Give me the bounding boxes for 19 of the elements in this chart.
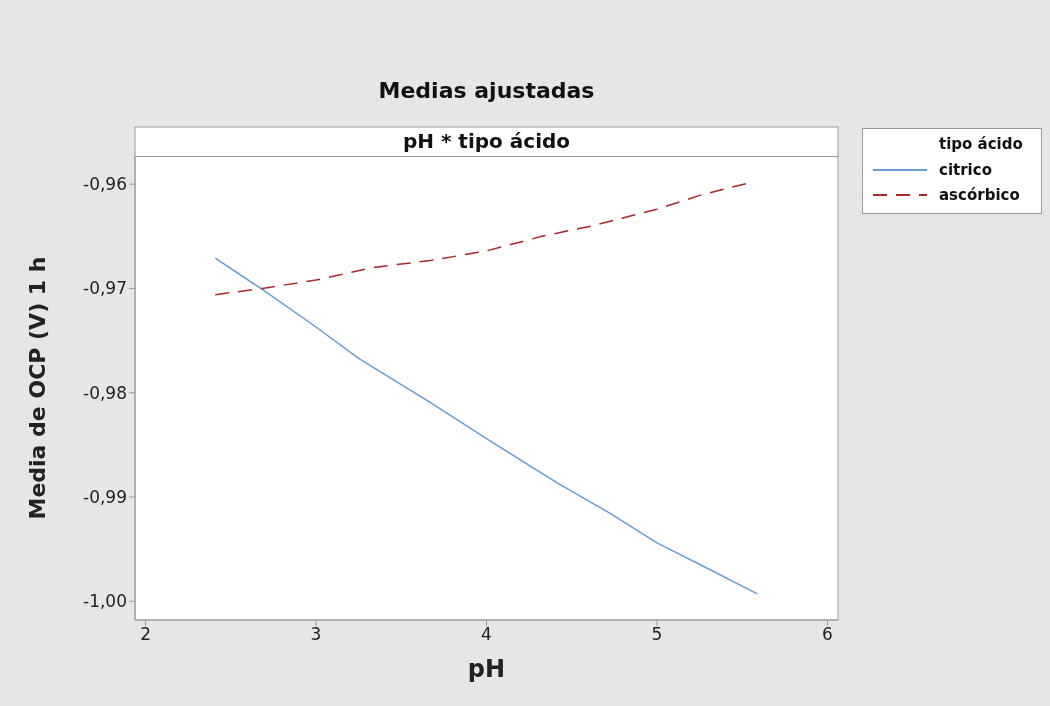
x-tick-label: 5	[651, 624, 663, 645]
line-series	[214, 257, 759, 595]
x-tick-label: 2	[140, 624, 151, 645]
chart-title: Medias ajustadas	[377, 78, 596, 103]
legend-label: ascórbico	[939, 185, 1020, 204]
x-tick-label: 4	[481, 624, 492, 645]
y-axis-title: Media de OCP (V) 1 h	[24, 256, 50, 520]
x-tick-label: 6	[822, 624, 833, 645]
legend-title: tipo ácido	[938, 135, 1024, 155]
legend-label: citrico	[939, 160, 992, 179]
y-tick-label: -0,98	[83, 382, 127, 403]
x-tick-label: 3	[310, 624, 322, 645]
line-series	[214, 182, 749, 296]
y-tick-label: -0,96	[83, 174, 127, 195]
chart-subtitle: pH * tipo ácido	[135, 127, 838, 157]
x-axis-title: pH	[467, 655, 506, 684]
y-tick-label: -0,97	[83, 278, 127, 299]
y-tick-label: -0,99	[83, 487, 127, 507]
y-tick-label: -1,00	[83, 591, 127, 612]
